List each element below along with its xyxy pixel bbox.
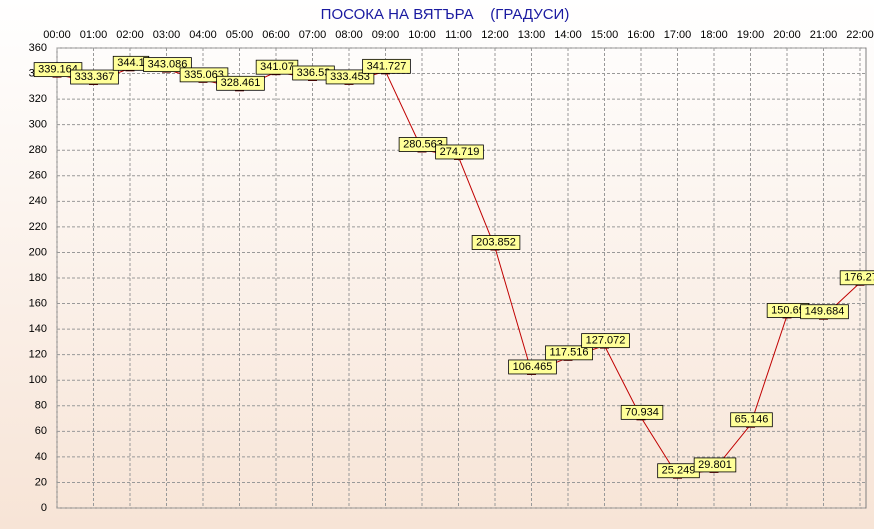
x-tick-label: 11:00: [445, 29, 472, 41]
x-tick-label: 16:00: [627, 29, 655, 41]
x-tick-label: 18:00: [700, 29, 728, 41]
y-tick-label: 280: [29, 144, 47, 156]
data-label: 149.684: [805, 306, 845, 318]
data-label: 176.27: [844, 272, 874, 284]
y-tick-label: 240: [29, 195, 47, 207]
x-tick-label: 14:00: [554, 29, 582, 41]
y-tick-label: 160: [29, 297, 47, 309]
data-label: 280.563: [403, 138, 443, 150]
x-tick-label: 04:00: [189, 29, 217, 41]
data-label: 65.146: [735, 414, 769, 426]
data-label-box: [179, 67, 229, 83]
x-tick-label: 13:00: [518, 29, 546, 41]
x-tick-label: 05:00: [226, 29, 254, 41]
data-label: 70.934: [625, 406, 659, 418]
y-tick-label: 300: [29, 119, 47, 131]
data-label-box: [216, 75, 265, 91]
y-tick-label: 180: [29, 272, 47, 284]
data-label-box: [435, 144, 484, 160]
data-label-box: [471, 235, 521, 250]
x-tick-label: 15:00: [591, 29, 619, 41]
data-label-box: [362, 58, 411, 74]
y-tick-label: 140: [29, 323, 47, 335]
x-tick-label: 22:00: [846, 29, 874, 41]
data-label-box: [33, 62, 83, 78]
y-tick-label: 40: [35, 451, 47, 463]
chart-title: ПОСОКА НА ВЯТЪРА (ГРАДУСИ): [321, 6, 570, 23]
x-tick-label: 03:00: [153, 29, 181, 41]
data-label: 106.465: [513, 361, 553, 373]
data-label-box: [325, 69, 375, 85]
data-label-box: [800, 304, 849, 320]
y-tick-label: 260: [29, 170, 47, 182]
data-label-box: [398, 137, 448, 152]
x-tick-label: 00:00: [43, 29, 71, 41]
data-label: 339.164: [38, 64, 78, 76]
data-label-box: [508, 359, 557, 375]
y-tick-label: 20: [35, 476, 47, 488]
y-tick-label: 120: [29, 349, 47, 361]
y-tick-label: 320: [29, 93, 47, 105]
x-tick-label: 20:00: [773, 29, 801, 41]
y-tick-label: 80: [35, 400, 47, 412]
data-label-box: [581, 333, 630, 349]
data-label-box: [839, 270, 874, 286]
x-tick-label: 12:00: [481, 29, 509, 41]
data-label-box: [620, 404, 664, 420]
x-tick-label: 06:00: [262, 29, 290, 41]
x-tick-label: 10:00: [408, 29, 436, 41]
x-tick-label: 01:00: [80, 29, 108, 41]
data-label: 328.461: [221, 77, 261, 89]
data-label: 150.69: [771, 304, 805, 316]
y-tick-label: 0: [41, 502, 47, 514]
y-tick-label: 60: [35, 425, 47, 437]
data-label: 29.801: [698, 459, 732, 471]
data-label: 336.53: [297, 67, 331, 79]
data-label-box: [545, 345, 593, 361]
y-tick-label: 200: [29, 246, 47, 258]
data-label: 117.516: [550, 347, 589, 359]
x-tick-label: 08:00: [335, 29, 363, 41]
data-label: 343.086: [148, 59, 188, 71]
x-tick-label: 02:00: [116, 29, 144, 41]
data-label: 333.453: [330, 71, 370, 83]
data-label: 341.07: [260, 61, 294, 73]
data-label: 341.727: [367, 60, 407, 72]
data-label: 203.852: [476, 236, 516, 248]
x-tick-label: 21:00: [810, 29, 838, 41]
x-tick-label: 09:00: [372, 29, 400, 41]
y-tick-label: 220: [29, 221, 47, 233]
x-tick-label: 17:00: [664, 29, 692, 41]
data-label-box: [730, 412, 773, 428]
y-tick-label: 100: [29, 374, 47, 386]
data-label: 335.063: [184, 69, 224, 81]
data-label-box: [693, 457, 737, 473]
data-label: 344.1: [117, 57, 145, 69]
data-label: 333.367: [75, 71, 115, 83]
data-label-box: [70, 69, 119, 85]
data-label: 25.249: [662, 465, 696, 477]
y-tick-label: 360: [29, 42, 47, 54]
data-label: 274.719: [440, 146, 480, 158]
x-tick-label: 07:00: [299, 29, 327, 41]
x-tick-label: 19:00: [737, 29, 765, 41]
data-label-box: [143, 57, 192, 73]
data-label: 127.072: [586, 335, 626, 347]
